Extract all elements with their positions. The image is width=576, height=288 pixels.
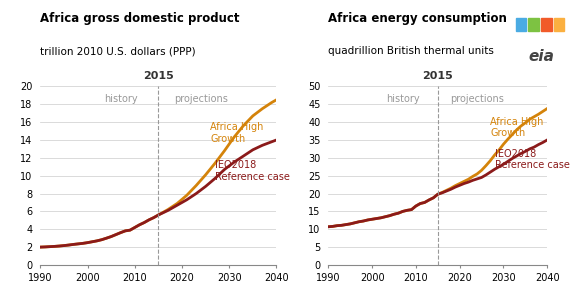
Text: quadrillion British thermal units: quadrillion British thermal units	[328, 46, 494, 56]
Text: Africa High
Growth: Africa High Growth	[210, 122, 264, 144]
Text: history: history	[386, 94, 419, 104]
Text: IEO2018
Reference case: IEO2018 Reference case	[215, 160, 290, 182]
Text: projections: projections	[450, 94, 504, 104]
Bar	[541, 18, 552, 31]
Bar	[528, 18, 539, 31]
Text: 2015: 2015	[422, 71, 453, 81]
Text: Africa energy consumption: Africa energy consumption	[328, 12, 507, 24]
Text: Africa High
Growth: Africa High Growth	[490, 117, 544, 138]
Text: Africa gross domestic product: Africa gross domestic product	[40, 12, 240, 24]
Bar	[554, 18, 564, 31]
Bar	[516, 18, 526, 31]
Text: history: history	[104, 94, 138, 104]
Text: projections: projections	[174, 94, 228, 104]
Text: IEO2018
Reference case: IEO2018 Reference case	[495, 149, 570, 170]
Text: eia: eia	[529, 49, 554, 64]
Text: trillion 2010 U.S. dollars (PPP): trillion 2010 U.S. dollars (PPP)	[40, 46, 196, 56]
Text: 2015: 2015	[143, 71, 174, 81]
